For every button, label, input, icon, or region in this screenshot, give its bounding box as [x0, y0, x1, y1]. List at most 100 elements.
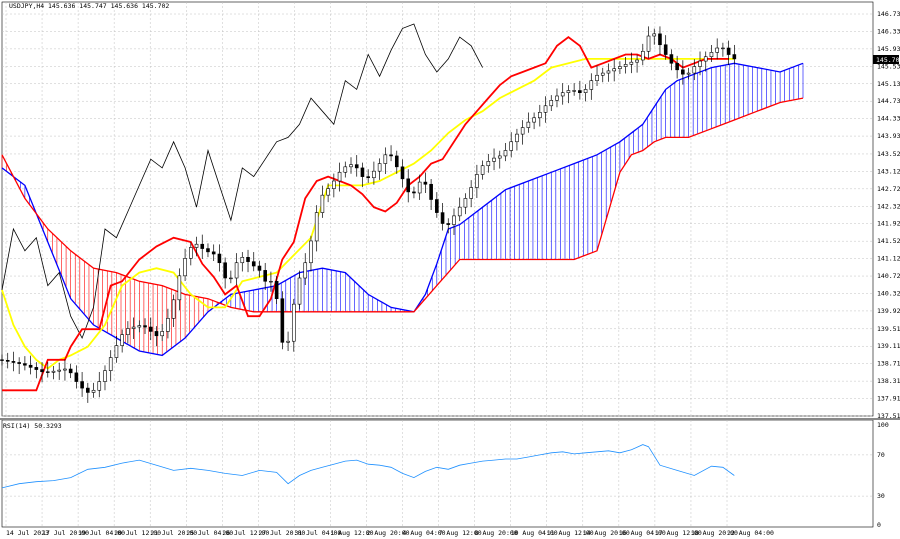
candle-body: [549, 100, 554, 107]
candle-body: [200, 243, 205, 249]
y-tick-label: 144.330: [877, 115, 900, 123]
candle-body: [503, 150, 508, 157]
candle-body: [486, 161, 491, 167]
y-tick-label: 137.510: [877, 412, 900, 420]
y-tick-label: 138.710: [877, 360, 900, 368]
candle-body: [360, 167, 365, 177]
candle-body: [114, 345, 119, 358]
candle-body: [177, 275, 182, 301]
candle-body: [303, 262, 308, 279]
kijun-sen: [1, 58, 735, 370]
candle-body: [366, 176, 370, 179]
candle-body: [646, 35, 651, 52]
chart-symbol-label: USDJPY,H4: [9, 2, 44, 10]
y-tick-label: 146.330: [877, 27, 900, 35]
y-tick-label: 144.730: [877, 97, 900, 105]
candle-body: [377, 163, 382, 172]
x-tick-label: 14 Jul 2023: [6, 529, 49, 537]
candle-body: [412, 191, 416, 194]
candle-body: [675, 62, 679, 71]
chart-ohlc-values: 145.636 145.747 145.636 145.702: [48, 2, 169, 10]
candle-body: [406, 178, 411, 193]
x-tick-label: 22 Aug 04:00: [727, 529, 774, 537]
candle-body: [28, 364, 33, 368]
candle-body: [126, 328, 130, 335]
candle-body: [40, 369, 44, 373]
candle-body: [217, 253, 222, 264]
candle-body: [251, 261, 256, 267]
candle-body: [726, 47, 731, 55]
candle-body: [446, 223, 451, 225]
candle-body: [148, 326, 153, 332]
rsi-header: RSI(14) 50.3293: [3, 422, 62, 430]
candle-body: [583, 89, 588, 93]
x-tick-label: 26 Jul 12:00: [222, 529, 269, 537]
candle-body: [160, 331, 164, 337]
candle-body: [349, 164, 353, 168]
candle-body: [595, 74, 599, 82]
x-tick-label: 1 Aug 12:00: [330, 529, 373, 537]
candle-body: [715, 47, 719, 53]
x-tick-label: 20 Jul 12:00: [114, 529, 161, 537]
candle-body: [721, 47, 725, 50]
candle-body: [166, 318, 170, 332]
candle-body: [469, 187, 473, 199]
candle-body: [354, 164, 359, 169]
x-tick-label: 17 Jul 20:00: [42, 529, 89, 537]
candle-body: [457, 206, 462, 217]
candle-body: [560, 92, 565, 97]
candle-body: [566, 90, 571, 93]
candle-body: [120, 334, 124, 346]
x-tick-label: 21 Jul 20:00: [150, 529, 197, 537]
main-pane-frame: [1, 1, 874, 417]
candle-body: [389, 154, 393, 157]
y-tick-label: 146.730: [877, 10, 900, 18]
candle-body: [372, 170, 376, 179]
y-tick-label: 139.510: [877, 325, 900, 333]
candle-body: [635, 59, 639, 63]
candle-body: [703, 56, 708, 62]
candle-body: [68, 368, 73, 374]
y-tick-label: 139.110: [877, 342, 900, 350]
candle-body: [732, 54, 737, 60]
candle-body: [103, 370, 107, 382]
candle-body: [692, 66, 697, 74]
candle-body: [291, 303, 296, 342]
candle-body: [332, 180, 336, 189]
candle-body: [234, 262, 239, 279]
candle-body: [337, 171, 342, 182]
candle-body: [612, 68, 616, 72]
candle-body: [600, 72, 605, 76]
candle-body: [45, 371, 50, 373]
candle-body: [326, 188, 330, 196]
candle-body: [154, 331, 159, 337]
candle-body: [80, 381, 84, 389]
candle-body: [629, 61, 634, 65]
candle-body: [618, 66, 622, 70]
candle-body: [309, 240, 313, 264]
rsi-tick-label: 0: [877, 521, 881, 529]
candle-body: [555, 95, 559, 101]
y-tick-label: 145.530: [877, 62, 900, 70]
candle-body: [280, 298, 285, 343]
x-tick-label: 7 Aug 12:00: [439, 529, 482, 537]
candle-body: [526, 121, 531, 128]
y-tick-label: 141.120: [877, 255, 900, 263]
candle-body: [246, 256, 250, 262]
tenkan-sen: [2, 35, 729, 392]
candle-body: [658, 33, 662, 46]
candle-body: [0, 359, 4, 361]
candle-body: [229, 277, 233, 280]
x-tick-label: 31 Jul 04:00: [294, 529, 341, 537]
x-tick-label: 16 Aug 04:00: [619, 529, 666, 537]
candle-body: [263, 270, 267, 282]
candle-body: [440, 212, 445, 224]
candle-body: [269, 280, 273, 283]
candle-body: [572, 90, 576, 92]
x-tick-label: 10 Aug 04:00: [511, 529, 558, 537]
candle-body: [509, 141, 514, 151]
candle-body: [211, 251, 216, 255]
